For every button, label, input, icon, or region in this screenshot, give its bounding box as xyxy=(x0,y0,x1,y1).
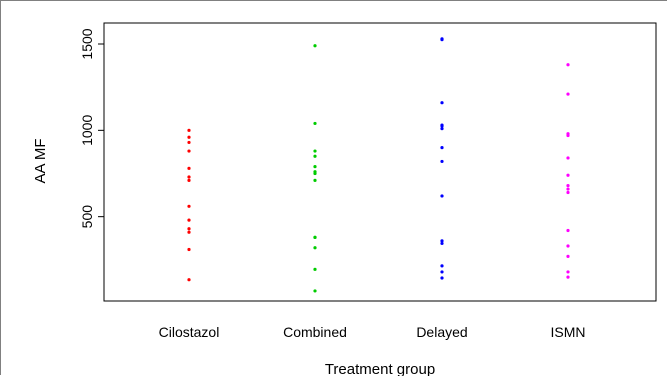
x-tick-label: ISMN xyxy=(551,324,586,340)
data-point xyxy=(313,164,317,169)
x-tick-label: Cilostazol xyxy=(159,324,220,340)
data-point xyxy=(440,38,444,42)
data-point xyxy=(566,254,570,258)
data-point xyxy=(313,289,317,293)
data-point xyxy=(187,128,191,132)
data-point xyxy=(187,135,191,139)
data-point xyxy=(566,92,570,96)
data-point xyxy=(187,178,191,183)
data-point xyxy=(566,156,570,160)
data-point xyxy=(566,228,570,233)
data-point xyxy=(440,124,444,128)
data-point xyxy=(313,171,317,176)
data-point xyxy=(566,63,570,67)
data-point xyxy=(187,227,191,231)
y-tick-label: 1500 xyxy=(79,28,95,59)
data-point xyxy=(440,264,444,268)
x-tick-label: Combined xyxy=(283,324,347,340)
data-point xyxy=(566,244,570,248)
data-point xyxy=(566,270,570,274)
data-point xyxy=(313,121,317,126)
data-point xyxy=(566,190,570,195)
data-point xyxy=(440,241,444,246)
data-point xyxy=(566,173,570,177)
plot-area xyxy=(103,22,657,302)
y-tick-label: 500 xyxy=(79,205,95,229)
data-point xyxy=(187,230,191,234)
data-point xyxy=(566,187,570,191)
y-tick-label: 1000 xyxy=(79,115,95,146)
data-point xyxy=(566,133,570,138)
data-point xyxy=(440,270,444,274)
data-point xyxy=(440,239,444,243)
data-point xyxy=(440,127,444,131)
y-axis: 500 1000 1500 xyxy=(79,28,105,229)
data-point xyxy=(313,246,317,250)
data-point xyxy=(187,278,191,282)
y-axis-label: AA MF xyxy=(32,138,49,183)
data-point xyxy=(313,149,317,153)
data-point xyxy=(440,194,444,198)
data-point xyxy=(440,276,444,280)
data-point xyxy=(313,178,317,183)
x-axis: Cilostazol Combined Delayed ISMN xyxy=(159,324,586,340)
x-tick-label: Delayed xyxy=(416,324,467,340)
data-point xyxy=(440,101,444,105)
data-point xyxy=(566,275,570,279)
data-point xyxy=(187,140,191,145)
data-point xyxy=(313,235,317,239)
data-point xyxy=(566,183,570,188)
data-points xyxy=(187,37,570,293)
data-point xyxy=(313,154,317,158)
data-point xyxy=(187,149,191,153)
data-point xyxy=(313,44,317,48)
data-point xyxy=(187,247,191,252)
data-point xyxy=(440,159,444,164)
x-axis-label: Treatment group xyxy=(325,361,435,376)
data-point xyxy=(187,204,191,208)
data-point xyxy=(187,218,191,222)
data-point xyxy=(313,267,317,271)
data-point xyxy=(187,166,191,170)
data-point xyxy=(187,175,191,179)
data-point xyxy=(440,146,444,150)
